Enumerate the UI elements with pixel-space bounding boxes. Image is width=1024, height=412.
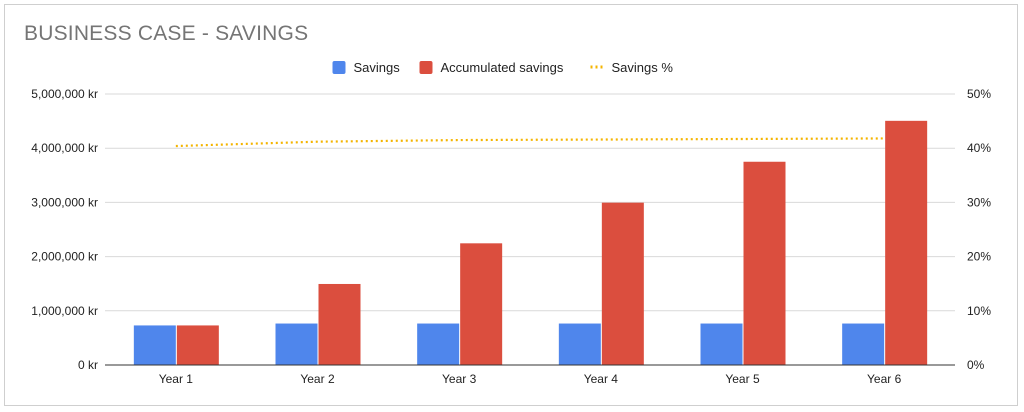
right-tick-label: 40% [967, 141, 991, 155]
accumulated-savings-bar [176, 325, 219, 365]
left-tick-label: 1,000,000 kr [31, 304, 98, 318]
accumulated-savings-bar [601, 202, 644, 365]
right-tick-label: 0% [967, 358, 985, 372]
left-tick-label: 3,000,000 kr [31, 195, 98, 209]
bars [133, 120, 928, 365]
accumulated-savings-bar [885, 120, 928, 365]
savings-percent-polyline [175, 137, 885, 148]
legend-label: Savings % [612, 60, 674, 75]
savings-bar [417, 323, 460, 365]
legend-label: Savings [354, 60, 401, 75]
savings-bar [700, 323, 743, 365]
x-tick-label: Year 6 [867, 372, 902, 386]
savings-bar [558, 323, 601, 365]
legend-swatch-accumulated-savings [419, 61, 433, 74]
left-tick-label: 0 kr [78, 358, 98, 372]
legend[interactable]: Savings Accumulated savings Savings % [332, 60, 674, 75]
x-tick-label: Year 4 [584, 372, 619, 386]
chart-title: BUSINESS CASE - SAVINGS [24, 22, 309, 45]
accumulated-savings-bar [460, 243, 503, 365]
left-tick-label: 4,000,000 kr [31, 141, 98, 155]
x-tick-label: Year 3 [442, 372, 477, 386]
accumulated-savings-bar [318, 283, 361, 365]
left-axis: 0 kr 1,000,000 kr 2,000,000 kr 3,000,000 kr… [31, 87, 98, 372]
savings-bar [842, 323, 885, 365]
gridlines [105, 93, 955, 366]
x-tick-label: Year 1 [159, 372, 194, 386]
x-axis: Year 1 Year 2 Year 3 Year 4 Year 5 Year 6 [105, 364, 955, 386]
x-tick-label: Year 5 [725, 372, 760, 386]
right-axis: 0% 10% 20% 30% 40% 50% [967, 87, 991, 372]
left-tick-label: 2,000,000 kr [31, 250, 98, 264]
legend-label: Accumulated savings [441, 60, 564, 75]
right-tick-label: 50% [967, 87, 991, 101]
right-tick-label: 20% [967, 250, 991, 264]
x-tick-label: Year 2 [300, 372, 335, 386]
left-tick-label: 5,000,000 kr [31, 87, 98, 101]
right-tick-label: 10% [967, 304, 991, 318]
savings-bar [275, 323, 318, 365]
right-tick-label: 30% [967, 195, 991, 209]
savings-bar [133, 325, 176, 365]
legend-swatch-savings [332, 61, 346, 74]
accumulated-savings-bar [743, 161, 786, 365]
savings-percent-line [175, 137, 885, 148]
